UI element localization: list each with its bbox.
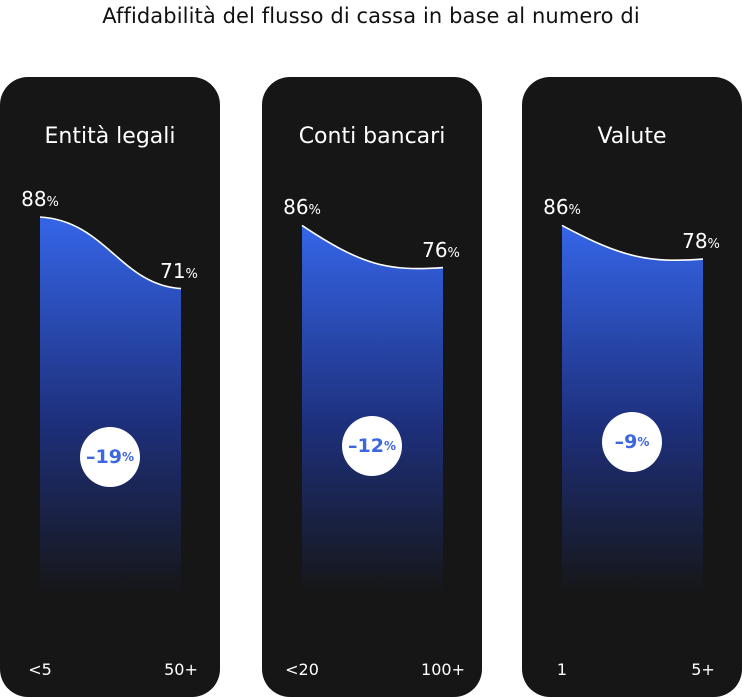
x-label-end: 5+ [691,660,715,679]
chart-title: Valute [597,124,667,149]
chart-title: Conti bancari [298,124,446,149]
area-chart-svg [39,216,182,595]
area-fill [562,225,703,596]
chart-card-legal-entities: Entità legali 88% 71% –19% <5 50+ [0,77,220,697]
x-label-end: 50+ [164,660,198,679]
chart-card-currencies: Valute 86% 78% –9% 1 5+ [522,77,742,697]
chart-card-bank-accounts: Conti bancari 86% 76% –12% <20 100+ [262,77,482,697]
change-badge: –19% [80,426,140,487]
chart-title: Entità legali [44,124,176,149]
change-badge: –9% [602,412,662,473]
x-label-start: 1 [556,660,568,679]
page-title: Affidabilità del flusso di cassa in base… [102,4,640,28]
series-line [39,216,182,290]
x-label-start: <20 [285,660,319,679]
value-label-start: 88% [21,187,59,211]
change-badge: –12% [342,416,402,477]
value-label-start: 86% [283,195,321,220]
x-label-end: 100+ [421,660,465,679]
area-fill [302,225,443,596]
series-line [301,224,444,270]
value-label-end: 78% [682,229,720,254]
value-label-start: 86% [543,195,581,220]
series-line [561,224,704,261]
area-fill [40,217,181,595]
x-label-start: <5 [28,660,52,679]
area-chart-svg [561,224,704,596]
value-label-end: 76% [422,237,460,262]
area-chart-svg [301,224,444,596]
value-label-end: 71% [160,258,198,283]
